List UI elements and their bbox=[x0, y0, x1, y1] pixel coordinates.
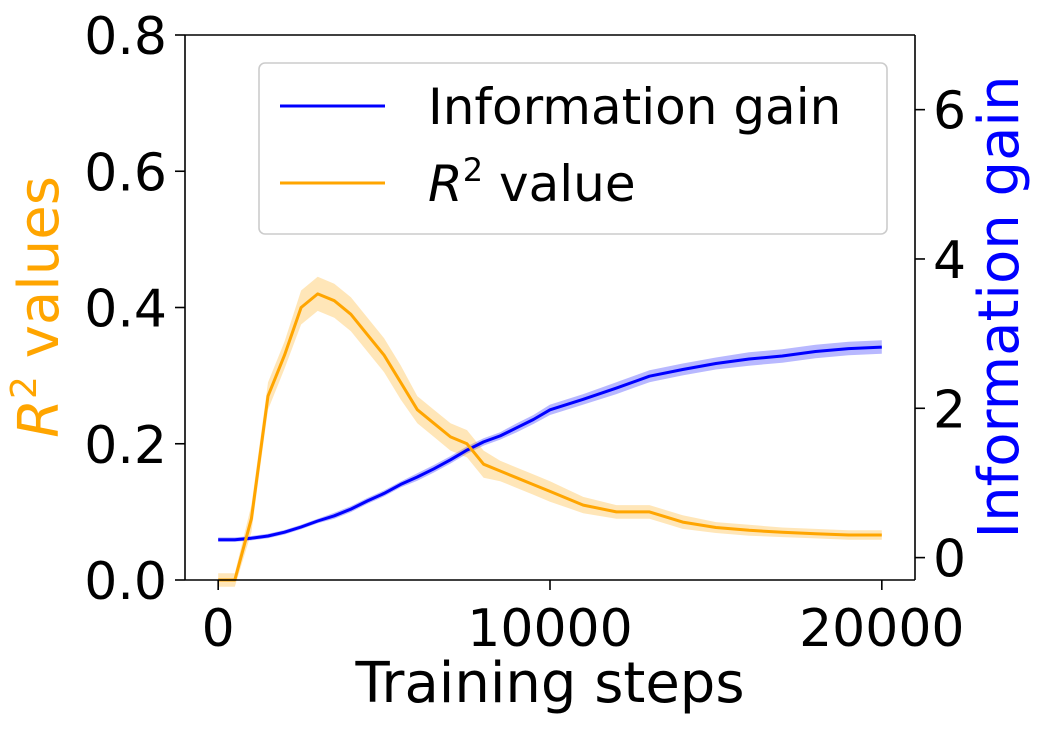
r2-point bbox=[531, 482, 536, 487]
left-y-axis-label-base: R bbox=[7, 399, 72, 438]
left-y-axis-label-rest: values bbox=[7, 176, 72, 376]
legend-label-info: Information gain bbox=[428, 78, 841, 136]
info-point bbox=[315, 519, 320, 524]
r2-point bbox=[382, 353, 387, 358]
info-point bbox=[548, 407, 553, 412]
left-y-tick-label: 0.4 bbox=[84, 280, 167, 340]
r2-point bbox=[299, 305, 304, 310]
info-point bbox=[780, 354, 785, 359]
x-axis-ticks: 0 10000 20000 bbox=[202, 580, 965, 659]
left-y-tick-label: 0.0 bbox=[84, 552, 167, 612]
legend: Information gain R2 value bbox=[258, 62, 888, 235]
r2-point bbox=[465, 441, 470, 446]
legend-label-r2-sup: 2 bbox=[463, 151, 483, 189]
right-y-axis-ticks: 0 2 4 6 bbox=[915, 82, 966, 590]
info-point bbox=[680, 367, 685, 372]
r2-point bbox=[249, 516, 254, 521]
left-y-tick-label: 0.2 bbox=[84, 416, 167, 476]
right-y-axis-label: Information gain bbox=[967, 76, 1032, 539]
left-y-axis-ticks: 0.0 0.2 0.4 0.6 0.8 bbox=[84, 7, 185, 612]
r2-point bbox=[348, 312, 353, 317]
r2-point bbox=[332, 298, 337, 303]
info-point bbox=[431, 466, 436, 471]
r2-point bbox=[879, 533, 884, 538]
legend-label-r2-rest: value bbox=[483, 155, 635, 213]
info-confidence-band bbox=[218, 340, 882, 542]
r2-point bbox=[448, 434, 453, 439]
info-point bbox=[846, 346, 851, 351]
info-point bbox=[481, 439, 486, 444]
r2-point bbox=[415, 407, 420, 412]
r2-point bbox=[780, 530, 785, 535]
r2-point bbox=[282, 353, 287, 358]
info-point bbox=[614, 386, 619, 391]
r2-point bbox=[266, 394, 271, 399]
info-point bbox=[531, 417, 536, 422]
info-point bbox=[713, 361, 718, 366]
info-point bbox=[299, 525, 304, 530]
r2-point bbox=[548, 489, 553, 494]
r2-point bbox=[581, 503, 586, 508]
info-point bbox=[348, 507, 353, 512]
left-y-tick-label: 0.6 bbox=[84, 143, 167, 203]
info-point bbox=[465, 448, 470, 453]
info-point bbox=[498, 433, 503, 438]
legend-label-r2: R2 value bbox=[428, 151, 636, 213]
legend-label-r2-base: R bbox=[428, 155, 463, 213]
r2-point bbox=[481, 462, 486, 467]
r2-point bbox=[398, 380, 403, 385]
info-point bbox=[398, 482, 403, 487]
x-tick-label: 10000 bbox=[467, 599, 632, 659]
r2-point bbox=[431, 421, 436, 426]
r2-point bbox=[365, 332, 370, 337]
info-point bbox=[282, 530, 287, 535]
info-point bbox=[514, 425, 519, 430]
r2-point bbox=[614, 509, 619, 514]
x-tick-label: 20000 bbox=[799, 599, 964, 659]
x-axis-label: Training steps bbox=[354, 651, 744, 716]
info-point bbox=[581, 397, 586, 402]
r2-point bbox=[315, 291, 320, 296]
r2-point bbox=[498, 469, 503, 474]
r2-point bbox=[713, 525, 718, 530]
info-point bbox=[232, 537, 237, 542]
info-point bbox=[813, 349, 818, 354]
r2-point bbox=[813, 531, 818, 536]
r2-point bbox=[680, 520, 685, 525]
right-y-tick-label: 6 bbox=[933, 82, 966, 142]
series-lines bbox=[216, 291, 884, 582]
r2-point bbox=[514, 475, 519, 480]
left-y-axis-label: R2 values bbox=[4, 176, 72, 438]
info-line bbox=[218, 345, 882, 542]
r2-point bbox=[747, 528, 752, 533]
info-point bbox=[879, 345, 884, 350]
info-point bbox=[332, 513, 337, 518]
info-point bbox=[647, 374, 652, 379]
info-point bbox=[216, 537, 221, 542]
info-point bbox=[382, 491, 387, 496]
legend-frame bbox=[258, 62, 888, 235]
info-point bbox=[747, 357, 752, 362]
info-point bbox=[448, 457, 453, 462]
r2-point bbox=[846, 533, 851, 538]
info-point bbox=[249, 536, 254, 541]
right-y-tick-label: 4 bbox=[933, 231, 966, 291]
right-y-tick-label: 0 bbox=[933, 530, 966, 590]
r2-line bbox=[218, 292, 882, 582]
right-y-tick-label: 2 bbox=[933, 380, 966, 440]
info-point bbox=[266, 534, 271, 539]
left-y-axis-label-sup: 2 bbox=[4, 376, 45, 399]
info-point bbox=[415, 475, 420, 480]
r2-point bbox=[647, 509, 652, 514]
x-tick-label: 0 bbox=[202, 599, 235, 659]
info-point bbox=[365, 498, 370, 503]
left-y-tick-label: 0.8 bbox=[84, 7, 167, 67]
